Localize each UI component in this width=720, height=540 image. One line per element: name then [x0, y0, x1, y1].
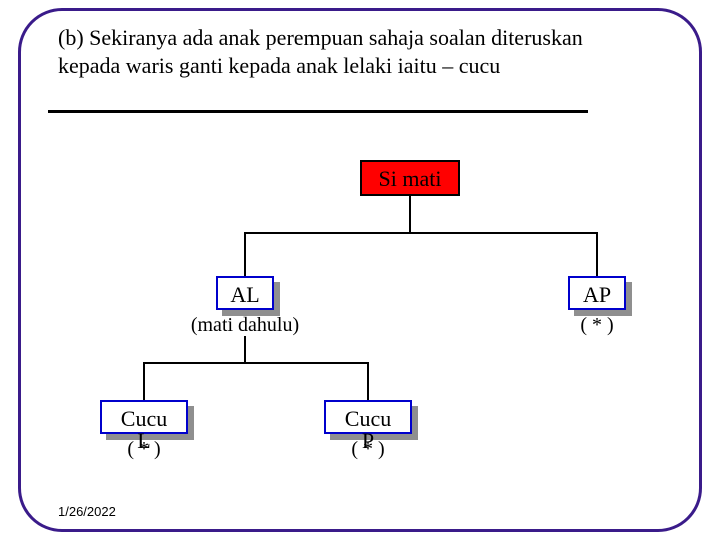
edge	[596, 232, 598, 276]
slide-date: 1/26/2022	[58, 504, 116, 519]
heading-underline	[48, 110, 588, 113]
node-cucu-l: Cucu L	[100, 400, 188, 434]
edge	[367, 362, 369, 400]
node-root: Si mati	[360, 160, 460, 196]
edge	[143, 362, 369, 364]
heading-text: (b) Sekiranya ada anak perempuan sahaja …	[58, 24, 648, 79]
edge	[244, 336, 246, 362]
edge	[143, 362, 145, 400]
caption-cucu-p: ( * )	[324, 438, 412, 461]
edge	[244, 232, 598, 234]
edge	[409, 196, 411, 232]
caption-cucu-l: ( * )	[100, 438, 188, 461]
caption-ap: ( * )	[568, 314, 626, 337]
node-cucu-p: Cucu P	[324, 400, 412, 434]
edge	[244, 232, 246, 276]
caption-al: (mati dahulu)	[184, 314, 306, 337]
node-ap: AP	[568, 276, 626, 310]
node-al: AL	[216, 276, 274, 310]
